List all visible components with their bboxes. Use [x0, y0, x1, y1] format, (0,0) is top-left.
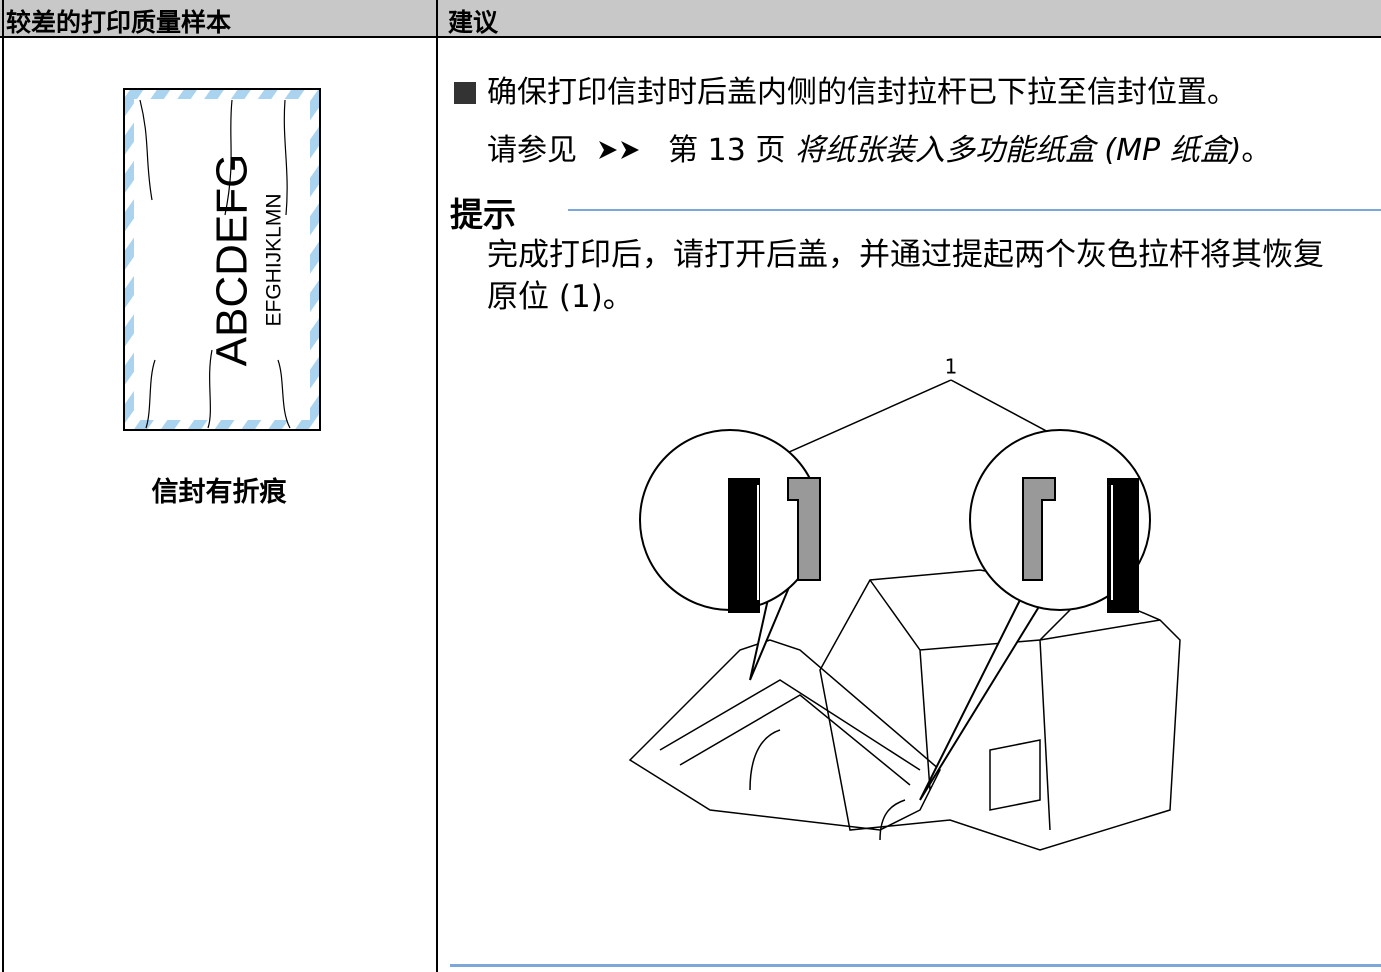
header-cell: 较差的打印质量样本: [6, 8, 232, 37]
note-title: 提示: [450, 195, 516, 234]
callout-label: 1: [945, 355, 958, 379]
bullet-icon: [454, 82, 476, 104]
header-cell: 建议: [448, 8, 499, 37]
bullet-text: 确保打印信封时后盖内侧的信封拉杆已下拉至信封位置。: [487, 75, 1237, 110]
printer-illustration: 1: [628, 355, 1181, 851]
note-text: 完成打印后，请打开后盖，并通过提起两个灰色拉杆将其恢复原位 (1)。: [487, 237, 1324, 315]
note-bottom-rule: [450, 964, 1381, 967]
reference: 请参见 第 13 页 将纸张装入多功能纸盒 (MP 纸盒)。: [487, 130, 1271, 172]
reference-page: 第 13 页: [668, 133, 786, 168]
reference-link[interactable]: 将纸张装入多功能纸盒 (MP 纸盒): [794, 133, 1242, 168]
reference-prefix: 请参见: [487, 133, 577, 168]
caption: 信封有折痕: [151, 477, 287, 508]
table-border: [2, 0, 4, 972]
column-divider: [436, 0, 438, 972]
envelope-text: EFGHIJKLMN: [263, 193, 286, 326]
table-header: [0, 0, 1381, 38]
envelope-text: ABCDEFG: [208, 154, 257, 367]
reference-suffix: 。: [1241, 133, 1272, 168]
note-rule: [568, 209, 1381, 211]
arrow-icon: [598, 141, 639, 159]
envelope-illustration: ABCDEFG EFGHIJKLMN: [123, 88, 321, 431]
